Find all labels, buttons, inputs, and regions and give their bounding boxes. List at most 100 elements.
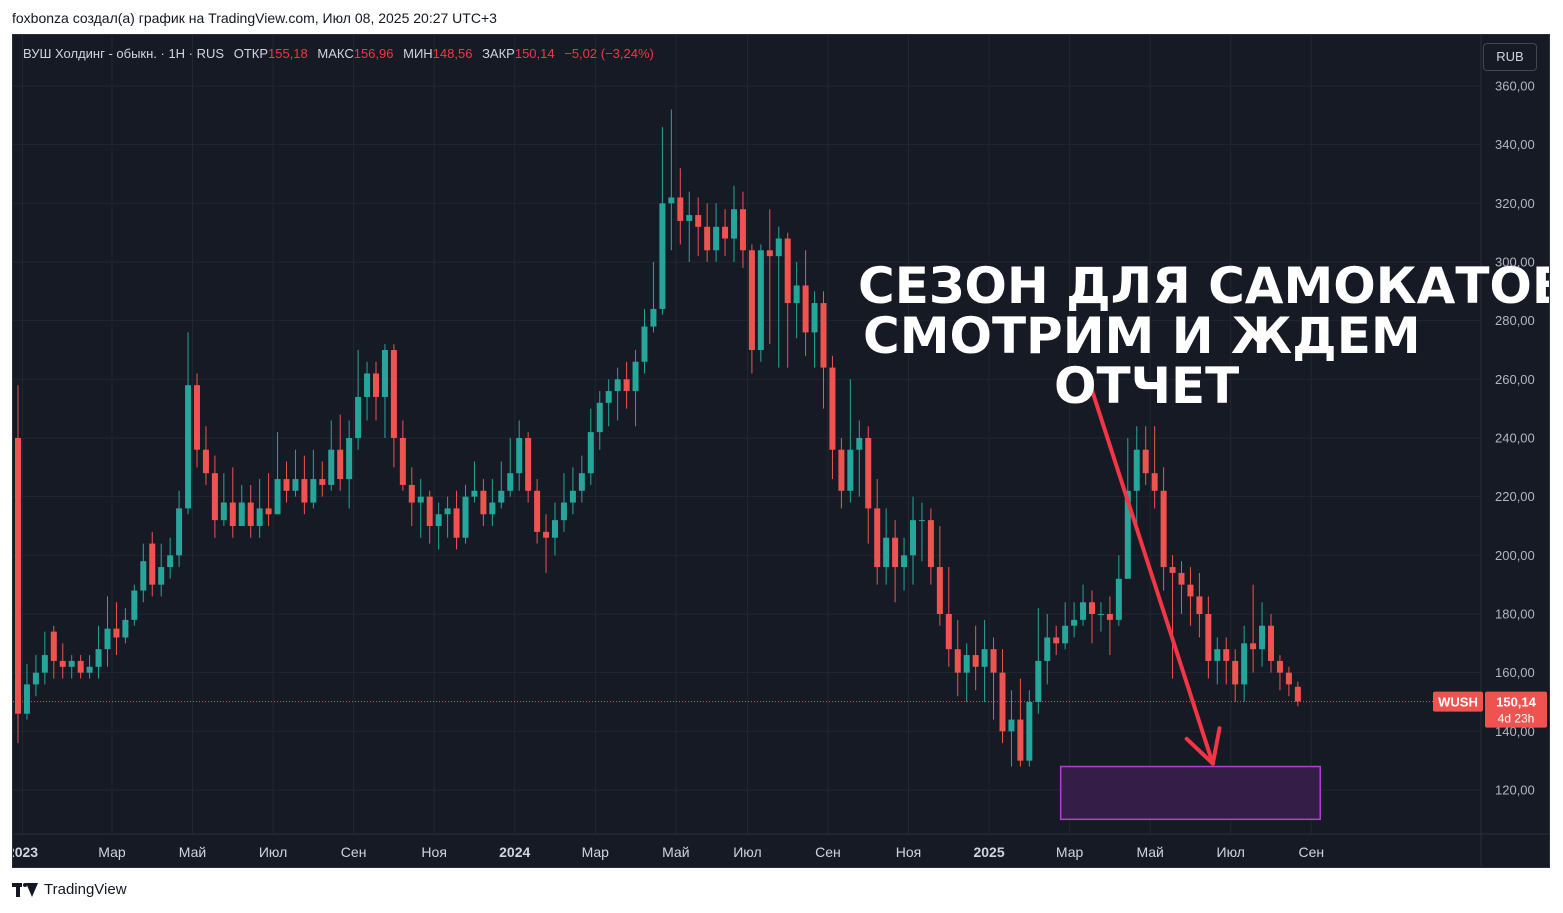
legend-symbol[interactable]: ВУШ Холдинг - обыкн. · 1Н · RUS <box>23 46 225 61</box>
candle <box>1115 555 1122 626</box>
candle <box>1151 426 1158 509</box>
candle-body <box>238 502 245 526</box>
candle-body <box>641 326 648 362</box>
candle-body <box>811 303 818 333</box>
candle-body <box>927 520 934 568</box>
candle-body <box>1259 625 1266 650</box>
time-axis-label: Июл <box>1217 844 1245 860</box>
candle-body <box>292 479 299 491</box>
candle-body <box>596 402 603 433</box>
time-axis-label: Сен <box>341 844 367 860</box>
candle-body <box>399 438 406 485</box>
candle-body <box>802 285 809 333</box>
candle <box>811 291 818 368</box>
candle <box>793 262 800 339</box>
candle <box>364 361 371 421</box>
candle <box>1071 602 1078 638</box>
candle-body <box>722 226 729 239</box>
candle <box>462 484 469 544</box>
candle <box>1187 567 1194 626</box>
candle <box>337 414 344 491</box>
candle <box>453 490 460 550</box>
candle <box>623 361 630 409</box>
candle <box>534 479 541 544</box>
candle <box>1232 649 1239 702</box>
candle <box>373 361 379 421</box>
price-badge <box>1485 691 1547 728</box>
candle-body <box>373 373 379 397</box>
candle-body <box>856 438 863 450</box>
tradingview-footer[interactable]: TradingView <box>12 881 127 898</box>
time-axis-label: Сен <box>1298 844 1324 860</box>
candle-body <box>265 508 272 515</box>
candle <box>417 479 424 538</box>
candle-body <box>417 496 424 503</box>
candle-body <box>310 479 317 503</box>
candle <box>865 426 872 544</box>
candle-body <box>552 520 558 538</box>
candle <box>113 602 120 656</box>
candle <box>211 455 218 538</box>
candle-body <box>757 250 764 350</box>
candle-body <box>283 479 290 491</box>
price-axis-label: 200,00 <box>1495 548 1535 563</box>
candle <box>435 502 442 550</box>
candle <box>131 584 138 626</box>
time-axis-label: Июл <box>733 844 761 860</box>
candle-body <box>614 379 621 392</box>
candle <box>990 637 997 720</box>
time-axis-label: Май <box>1136 844 1163 860</box>
candle <box>399 420 406 491</box>
candle <box>981 619 988 702</box>
candle-body <box>1223 649 1230 661</box>
candle-body <box>677 197 684 221</box>
candle-body <box>1124 490 1131 579</box>
candle-body <box>50 631 57 661</box>
time-axis-label: Ноя <box>421 844 446 860</box>
candle <box>265 473 272 526</box>
candle <box>569 467 576 515</box>
chart-panel[interactable]: СЕЗОН ДЛЯ САМОКАТОВ СМОТРИМ И ЖДЕМ ОТЧЕТ 12… <box>12 34 1550 868</box>
candle-body <box>390 350 397 438</box>
price-axis-label: 320,00 <box>1495 196 1535 211</box>
candle-body <box>578 473 585 491</box>
candle <box>328 420 335 491</box>
candle-body <box>435 514 442 526</box>
candle-body <box>274 479 281 515</box>
candle <box>247 484 254 538</box>
candle <box>820 291 827 409</box>
candle <box>1205 596 1212 679</box>
candle-body <box>256 508 263 526</box>
candle <box>283 461 290 503</box>
candle <box>1169 555 1176 679</box>
candle <box>23 663 30 720</box>
candle-body <box>319 479 326 485</box>
candle-body <box>220 502 227 521</box>
candle-body <box>77 660 84 673</box>
candle-body <box>149 543 156 585</box>
candle-body <box>686 215 693 221</box>
candle <box>444 496 451 538</box>
symbol-legend: ВУШ Холдинг - обыкн. · 1Н · RUS ОТКР155,… <box>23 46 654 61</box>
legend-low-value: 148,56 <box>432 46 473 61</box>
candle-body <box>32 672 39 685</box>
candle-body <box>131 590 138 620</box>
candle-body <box>1294 686 1301 702</box>
candle-body <box>1080 602 1087 620</box>
candle <box>722 209 729 257</box>
candle <box>86 655 93 679</box>
candle-body <box>328 449 335 485</box>
chart-grid <box>13 35 1481 834</box>
currency-button[interactable]: RUB <box>1483 43 1537 71</box>
price-axis-label: 240,00 <box>1495 431 1535 446</box>
price-axis-label: 180,00 <box>1495 607 1535 622</box>
candle <box>1160 467 1167 591</box>
candle-body <box>936 567 943 614</box>
candle <box>847 379 854 503</box>
candle <box>516 420 523 491</box>
candle-body <box>838 449 845 491</box>
candle <box>104 596 111 667</box>
candle-body <box>918 520 925 522</box>
candle-body <box>543 531 550 538</box>
